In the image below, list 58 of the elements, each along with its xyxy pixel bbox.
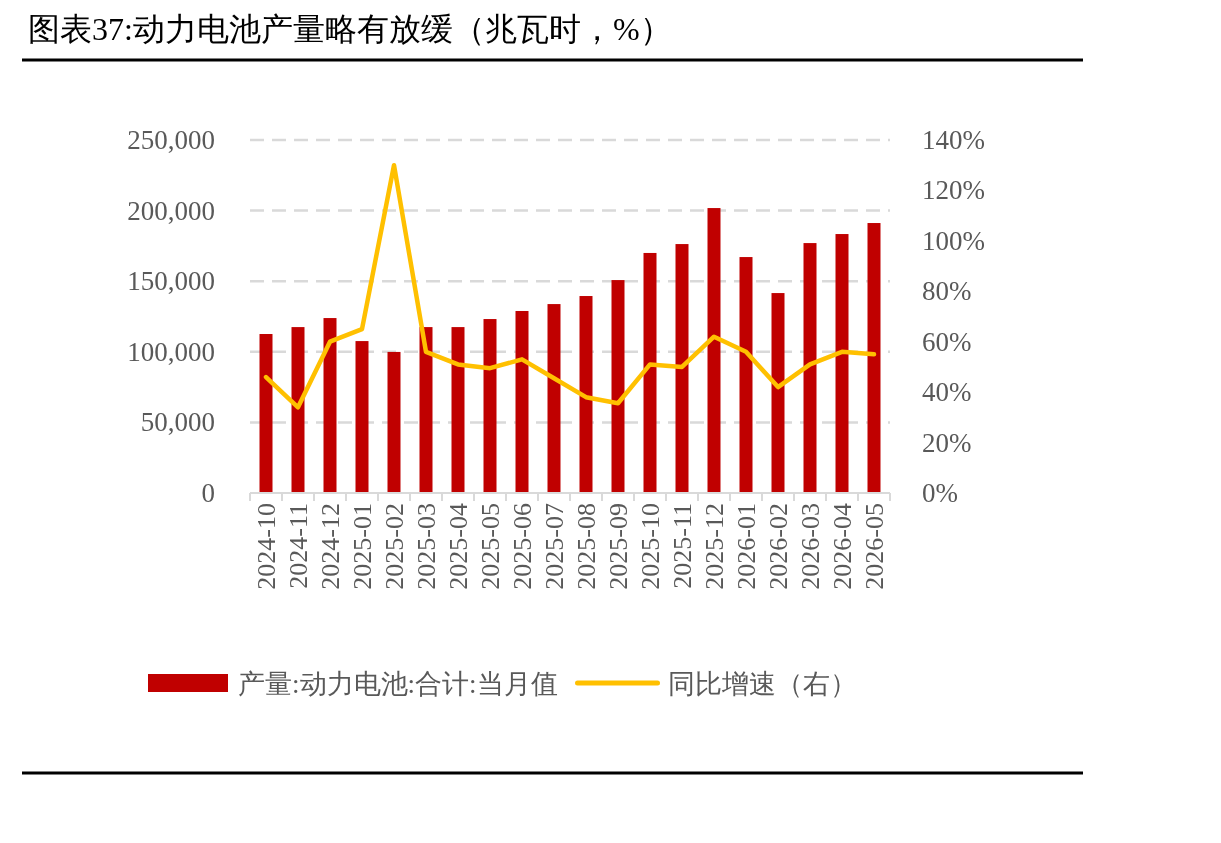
y2-tick-label: 40% (922, 377, 972, 408)
x-tick-label: 2025-03 (412, 503, 441, 590)
x-tick-label: 2025-09 (604, 503, 633, 590)
bar (323, 318, 337, 493)
x-tick-label: 2026-02 (764, 503, 793, 590)
bar (867, 223, 881, 493)
bar (579, 296, 593, 493)
x-tick-label: 2026-05 (860, 503, 889, 590)
y-tick-label: 0 (201, 478, 215, 508)
x-tick-label: 2026-03 (796, 503, 825, 590)
y-tick-label: 50,000 (140, 407, 215, 438)
x-tick-label: 2024-12 (316, 503, 345, 590)
bar (643, 252, 657, 493)
x-tick-label: 2026-01 (732, 503, 761, 590)
y2-tick-label: 100% (922, 225, 985, 256)
bar (419, 327, 433, 493)
bar (675, 244, 689, 493)
x-tick-label: 2025-06 (508, 503, 537, 590)
legend-label: 产量:动力电池:合计:当月值 (238, 669, 558, 699)
x-tick-label: 2025-11 (668, 503, 697, 589)
chart-title: 图表37:动力电池产量略有放缓（兆瓦时，%） (28, 11, 672, 47)
x-tick-label: 2025-08 (572, 503, 601, 590)
y2-tick-label: 60% (922, 326, 972, 357)
bar (291, 327, 305, 493)
bar (803, 243, 817, 493)
bar (835, 234, 849, 493)
bar (355, 341, 369, 493)
x-tick-label: 2024-10 (252, 503, 281, 590)
x-tick-label: 2025-10 (636, 503, 665, 590)
x-tick-label: 2024-11 (284, 503, 313, 589)
x-tick-label: 2025-02 (380, 503, 409, 590)
y-tick-label: 250,000 (127, 125, 215, 155)
x-tick-label: 2025-01 (348, 503, 377, 590)
bar (387, 351, 401, 493)
bar (451, 327, 465, 493)
y2-tick-label: 140% (922, 125, 985, 155)
x-tick-label: 2025-04 (444, 503, 473, 590)
bar (547, 304, 561, 493)
y2-tick-label: 80% (922, 276, 972, 307)
y2-tick-label: 20% (922, 427, 972, 458)
bar (707, 208, 721, 493)
y-tick-label: 150,000 (127, 266, 215, 297)
bar (515, 310, 529, 493)
bar (739, 257, 753, 493)
x-tick-label: 2026-04 (828, 503, 857, 590)
y-tick-label: 100,000 (127, 336, 215, 367)
x-tick-label: 2025-07 (540, 503, 569, 590)
bar (483, 319, 497, 493)
y2-tick-label: 120% (922, 175, 985, 206)
y-tick-label: 200,000 (127, 195, 215, 226)
x-tick-label: 2025-05 (476, 503, 505, 590)
line-series (263, 162, 877, 410)
bar (771, 293, 785, 493)
y2-tick-label: 0% (922, 478, 958, 508)
legend-label: 同比增速（右） (667, 669, 857, 699)
x-tick-label: 2025-12 (700, 503, 729, 590)
bar (259, 334, 273, 493)
bar (611, 280, 625, 493)
